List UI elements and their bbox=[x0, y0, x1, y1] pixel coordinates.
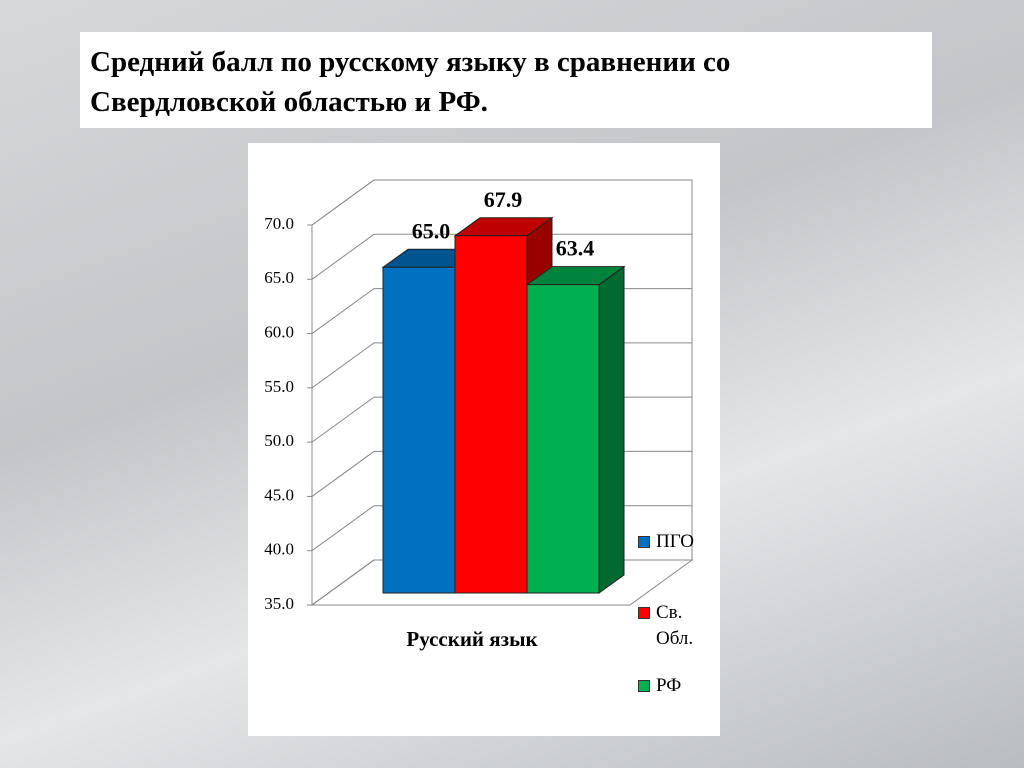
bar-front bbox=[454, 235, 528, 594]
legend-swatch bbox=[638, 680, 650, 692]
legend-swatch bbox=[638, 536, 650, 548]
y-tick-label: 55.0 bbox=[264, 377, 294, 396]
y-tick-label: 45.0 bbox=[264, 485, 294, 504]
chart-box: 35.0 40.0 45.0 50.0 55.0 60.0 65.0 70.0 65.0 67.9… bbox=[248, 143, 720, 736]
bar-side bbox=[598, 265, 625, 594]
y-tick-label: 40.0 bbox=[264, 540, 294, 559]
legend-entry: РФ bbox=[636, 673, 736, 699]
data-label: 63.4 bbox=[556, 236, 595, 261]
legend-label: Св. Обл. bbox=[656, 602, 694, 649]
x-tick-label: Русский язык bbox=[406, 627, 538, 651]
y-tick-label: 60.0 bbox=[264, 322, 294, 341]
legend-swatch bbox=[638, 607, 650, 619]
data-label: 65.0 bbox=[412, 218, 451, 243]
y-tick-label: 35.0 bbox=[264, 594, 294, 613]
y-tick-label: 50.0 bbox=[264, 431, 294, 450]
y-tick-label: 70.0 bbox=[264, 214, 294, 233]
slide-title: Средний балл по русскому языку в сравнен… bbox=[80, 32, 932, 128]
legend-label: РФ bbox=[656, 675, 682, 696]
grid-line bbox=[311, 233, 692, 280]
grid-line bbox=[311, 179, 692, 226]
legend-label: ПГО bbox=[656, 531, 694, 552]
y-tick-label: 65.0 bbox=[264, 268, 294, 287]
legend-entry: ПГО bbox=[636, 529, 736, 555]
bar-front bbox=[526, 284, 600, 594]
bar bbox=[525, 265, 626, 594]
chart: 35.0 40.0 45.0 50.0 55.0 60.0 65.0 70.0 65.0 67.9… bbox=[264, 179, 694, 651]
bar-front bbox=[382, 266, 456, 594]
legend-entry: Св. Обл. bbox=[636, 600, 736, 652]
data-label: 67.9 bbox=[484, 187, 523, 212]
